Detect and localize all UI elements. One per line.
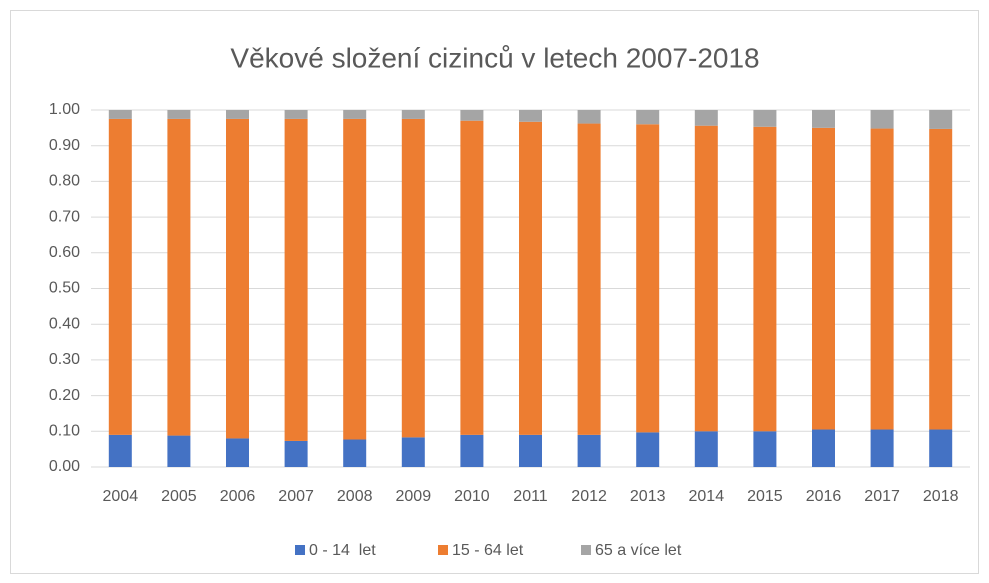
legend-swatch bbox=[581, 545, 591, 555]
bar-segment bbox=[167, 118, 191, 436]
bar-segment bbox=[226, 438, 249, 467]
y-tick-label: 0.60 bbox=[49, 244, 80, 261]
x-tick-label: 2012 bbox=[571, 488, 607, 505]
x-tick-label: 2005 bbox=[161, 488, 197, 505]
x-tick-label: 2015 bbox=[747, 488, 783, 505]
y-tick-label: 1.00 bbox=[49, 101, 80, 118]
bar-segment bbox=[812, 429, 835, 467]
y-tick-label: 0.80 bbox=[49, 173, 80, 190]
legend-swatch bbox=[295, 545, 305, 555]
bar-segment bbox=[694, 431, 718, 467]
bar-segment bbox=[636, 124, 660, 433]
bar-segment bbox=[636, 432, 660, 467]
x-tick-label: 2016 bbox=[806, 488, 842, 505]
bar-segment bbox=[753, 110, 777, 127]
y-tick-label: 0.70 bbox=[49, 208, 80, 225]
bar-segment bbox=[870, 429, 894, 467]
y-tick-label: 0.50 bbox=[49, 280, 80, 297]
bar-segment bbox=[812, 127, 835, 430]
bar-segment bbox=[401, 110, 425, 119]
bar-segment bbox=[577, 434, 601, 467]
bar-segment bbox=[694, 110, 718, 126]
bar-segment bbox=[108, 434, 132, 467]
bar-segment bbox=[929, 110, 953, 129]
x-tick-label: 2018 bbox=[923, 488, 959, 505]
bar-segment bbox=[401, 437, 425, 467]
y-tick-label: 0.00 bbox=[49, 458, 80, 475]
x-tick-label: 2010 bbox=[454, 488, 490, 505]
bar-segment bbox=[460, 120, 484, 435]
x-tick-label: 2014 bbox=[689, 488, 725, 505]
x-tick-label: 2006 bbox=[220, 488, 256, 505]
bar-segment bbox=[929, 429, 953, 467]
x-tick-label: 2013 bbox=[630, 488, 666, 505]
bar-segment bbox=[343, 439, 367, 467]
x-tick-label: 2011 bbox=[513, 488, 548, 505]
bar-segment bbox=[753, 126, 777, 432]
y-tick-label: 0.30 bbox=[49, 351, 80, 368]
legend-label: 65 a více let bbox=[595, 542, 682, 559]
bar-segment bbox=[284, 118, 308, 441]
bar-segment bbox=[284, 110, 308, 119]
bar-segment bbox=[343, 110, 367, 119]
legend-swatch bbox=[438, 545, 448, 555]
y-tick-label: 0.20 bbox=[49, 387, 80, 404]
bar-segment bbox=[343, 118, 367, 440]
bar-segment bbox=[226, 118, 249, 439]
bar-segment bbox=[167, 110, 191, 119]
bar-segment bbox=[108, 110, 132, 119]
bar-segment bbox=[460, 434, 484, 467]
bar-segment bbox=[870, 128, 894, 430]
bar-segment bbox=[167, 435, 191, 467]
chart-title: Věkové složení cizinců v letech 2007-201… bbox=[230, 42, 759, 73]
bar-segment bbox=[284, 440, 308, 467]
bar-segment bbox=[108, 118, 132, 435]
bar-segment bbox=[519, 121, 542, 435]
bar-segment bbox=[577, 123, 601, 435]
y-tick-label: 0.40 bbox=[49, 315, 80, 332]
bar-segment bbox=[870, 110, 894, 129]
y-tick-label: 0.10 bbox=[49, 423, 80, 440]
bar-segment bbox=[929, 128, 953, 430]
x-tick-label: 2017 bbox=[864, 488, 900, 505]
bar-segment bbox=[519, 110, 542, 122]
x-tick-label: 2004 bbox=[103, 488, 139, 505]
x-tick-label: 2009 bbox=[396, 488, 432, 505]
bar-segment bbox=[577, 110, 601, 124]
bar-segment bbox=[636, 110, 660, 125]
bar-segment bbox=[519, 434, 542, 467]
bar-segment bbox=[460, 110, 484, 121]
legend-label: 15 - 64 let bbox=[452, 542, 524, 559]
bar-segment bbox=[226, 110, 249, 119]
legend-label: 0 - 14 let bbox=[309, 542, 376, 559]
bar-segment bbox=[812, 110, 835, 128]
x-tick-label: 2007 bbox=[278, 488, 314, 505]
bar-segment bbox=[694, 125, 718, 432]
bar-segment bbox=[401, 118, 425, 438]
bar-segment bbox=[753, 431, 777, 467]
x-tick-label: 2008 bbox=[337, 488, 373, 505]
y-tick-label: 0.90 bbox=[49, 137, 80, 154]
